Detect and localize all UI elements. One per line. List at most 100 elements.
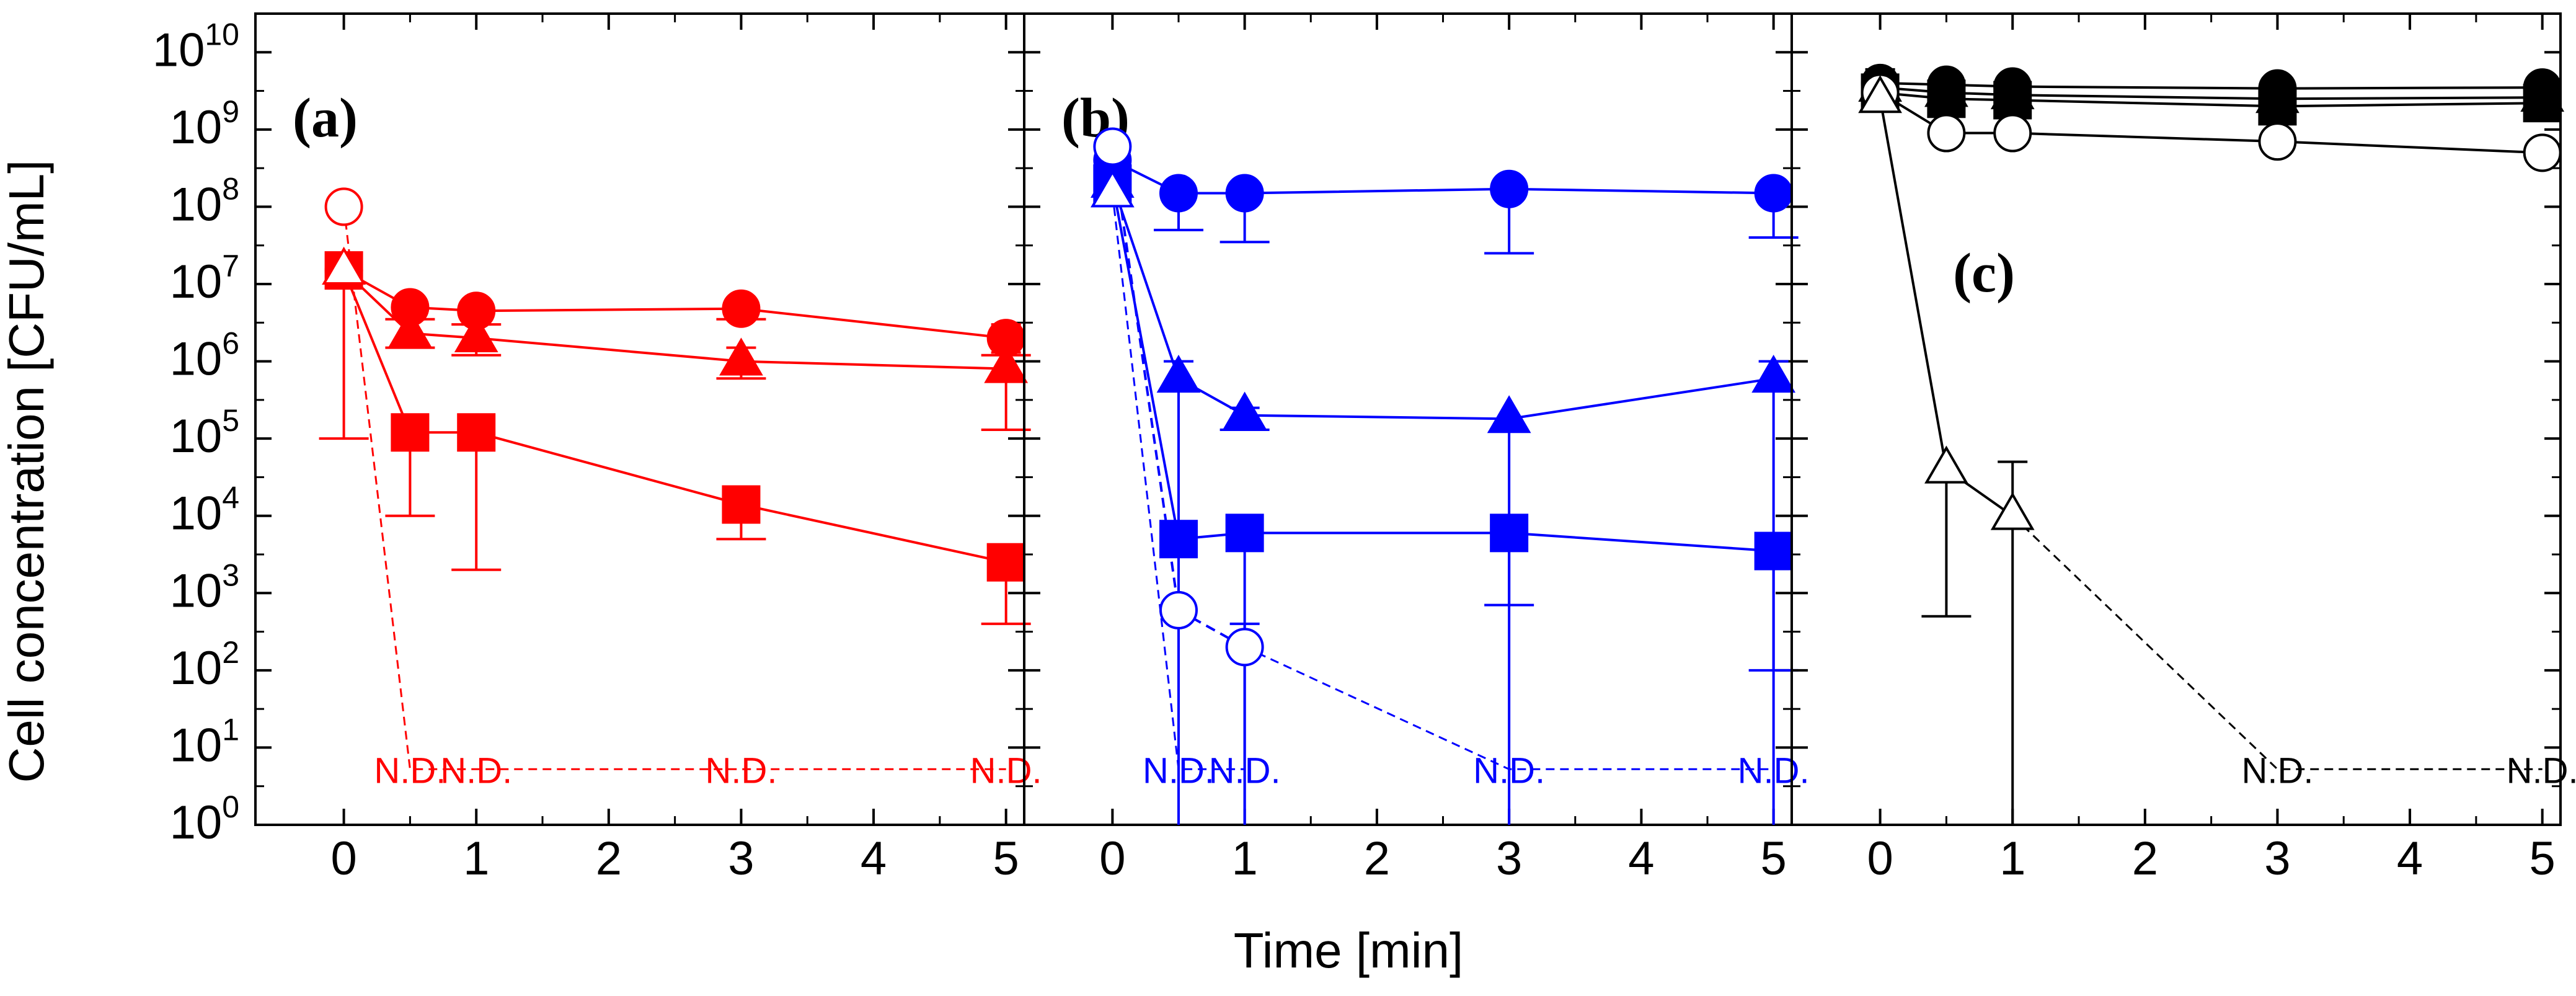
marker-circle-filled <box>1754 174 1793 213</box>
marker-circle-open <box>2258 122 2297 161</box>
marker-circle-open <box>1159 590 1198 629</box>
x-tick-label: 3 <box>2264 832 2290 885</box>
marker-triangle-filled <box>1487 395 1531 434</box>
marker-triangle-open <box>1924 445 1968 484</box>
marker-triangle-open <box>322 246 366 285</box>
marker-circle-open <box>1927 113 1966 153</box>
nd-label: N.D. <box>705 750 777 791</box>
x-tick-label: 0 <box>330 832 356 885</box>
marker-square-filled <box>1490 514 1529 553</box>
panel-frame <box>1023 12 1793 826</box>
series-line <box>343 269 1006 370</box>
marker-triangle-filled <box>719 337 763 376</box>
y-tick-label: 101 <box>170 712 239 771</box>
series-line <box>1879 91 2543 154</box>
nd-line <box>2012 515 2543 770</box>
marker-square-filled <box>2258 87 2297 126</box>
y-tick-label: 107 <box>170 249 239 308</box>
marker-square-filled <box>1993 81 2032 120</box>
nd-label: N.D. <box>374 750 446 791</box>
panel-label: (a) <box>293 87 358 149</box>
marker-triangle-open <box>1091 169 1135 208</box>
series-filled-circle <box>324 251 1031 358</box>
series-open-triangle: N.D.N.D. <box>1091 169 1281 791</box>
marker-circle-filled <box>722 289 761 328</box>
series-filled-square <box>1093 164 1799 825</box>
marker-square-filled <box>986 543 1025 582</box>
series-filled-triangle <box>1091 159 1796 825</box>
x-tick-label: 1 <box>463 832 489 885</box>
nd-label: N.D. <box>2241 750 2313 791</box>
x-tick-label: 0 <box>1099 832 1125 885</box>
marker-triangle-filled <box>388 309 432 348</box>
y-tick-label: 100 <box>170 789 239 849</box>
y-tick-label: 103 <box>170 558 239 617</box>
marker-circle-filled <box>1159 174 1198 213</box>
y-tick-label: 106 <box>170 326 239 386</box>
series-open-circle: N.D. N.D. <box>1093 127 1810 825</box>
x-tick-label: 4 <box>2397 832 2423 885</box>
marker-triangle-filled <box>1156 355 1201 393</box>
x-tick-label: 1 <box>1999 832 2025 885</box>
series-line <box>1880 81 2543 90</box>
marker-circle-open <box>1993 113 2032 153</box>
x-tick-label: 4 <box>1628 832 1654 885</box>
marker-square-filled <box>1159 520 1198 559</box>
panel-frame <box>1790 12 2562 826</box>
x-tick-label: 5 <box>1761 832 1787 885</box>
series-line <box>342 270 1007 564</box>
x-tick-label: 3 <box>728 832 754 885</box>
series-open-triangle <box>322 246 366 285</box>
marker-triangle-open <box>1858 75 1902 113</box>
marker-circle-filled <box>1490 169 1529 208</box>
series-filled-circle <box>1093 141 1799 255</box>
nd-label: N.D. <box>1473 750 1545 791</box>
marker-square-filled <box>1927 79 1966 118</box>
marker-square-filled <box>1754 531 1793 571</box>
y-tick-label: 105 <box>170 403 239 463</box>
series-line <box>1111 183 1774 553</box>
marker-square-filled <box>457 413 496 452</box>
panel-c: 0 1 2 3 4 5 (c) N.D. N.D. <box>1790 12 2576 885</box>
x-tick-label: 5 <box>2530 832 2556 885</box>
nd-label: N.D. <box>1143 750 1215 791</box>
series-open-triangle: N.D. N.D. <box>1858 75 2576 825</box>
marker-triangle-filled <box>984 345 1029 383</box>
series-line <box>343 269 1006 340</box>
y-tick-label: 108 <box>170 171 239 231</box>
nd-label: N.D. <box>970 750 1042 791</box>
marker-circle-open <box>1225 628 1264 667</box>
series-filled-triangle <box>322 246 1031 431</box>
marker-circle-filled <box>1225 174 1264 213</box>
nd-line <box>1111 193 1245 770</box>
marker-square-filled <box>2523 84 2562 123</box>
x-tick-label: 3 <box>1496 832 1522 885</box>
series-line <box>1112 159 1774 195</box>
y-axis-title: Cell concentration [CFU/mL] <box>0 160 54 783</box>
x-tick-label: 2 <box>2132 832 2158 885</box>
x-tick-label: 2 <box>596 832 622 885</box>
nd-label: N.D. <box>1738 750 1810 791</box>
panel-a: 100 101 102 103 104 105 106 107 108 109 1010 0 1 2 3 4 5… <box>153 12 1042 885</box>
marker-triangle-filled <box>1751 355 1796 393</box>
x-tick-label: 1 <box>1231 832 1257 885</box>
series-filled-square <box>1861 73 2562 126</box>
marker-triangle-open <box>1990 492 2035 530</box>
nd-line <box>343 207 1006 770</box>
marker-circle-open <box>324 187 363 226</box>
marker-circle-open <box>1093 127 1132 166</box>
nd-label: N.D. <box>440 750 512 791</box>
nd-label: N.D. <box>2507 750 2576 791</box>
marker-circle-open <box>2523 133 2562 172</box>
marker-square-filled <box>1225 514 1264 553</box>
panel-frame <box>254 12 1025 826</box>
y-tick-label: 109 <box>170 94 239 154</box>
marker-triangle-filled <box>454 314 498 353</box>
x-tick-label: 4 <box>861 832 887 885</box>
series-open-circle: N.D.N.D. N.D. N.D. <box>324 187 1042 791</box>
marker-square-filled <box>722 485 761 524</box>
series-line <box>1111 183 1774 420</box>
